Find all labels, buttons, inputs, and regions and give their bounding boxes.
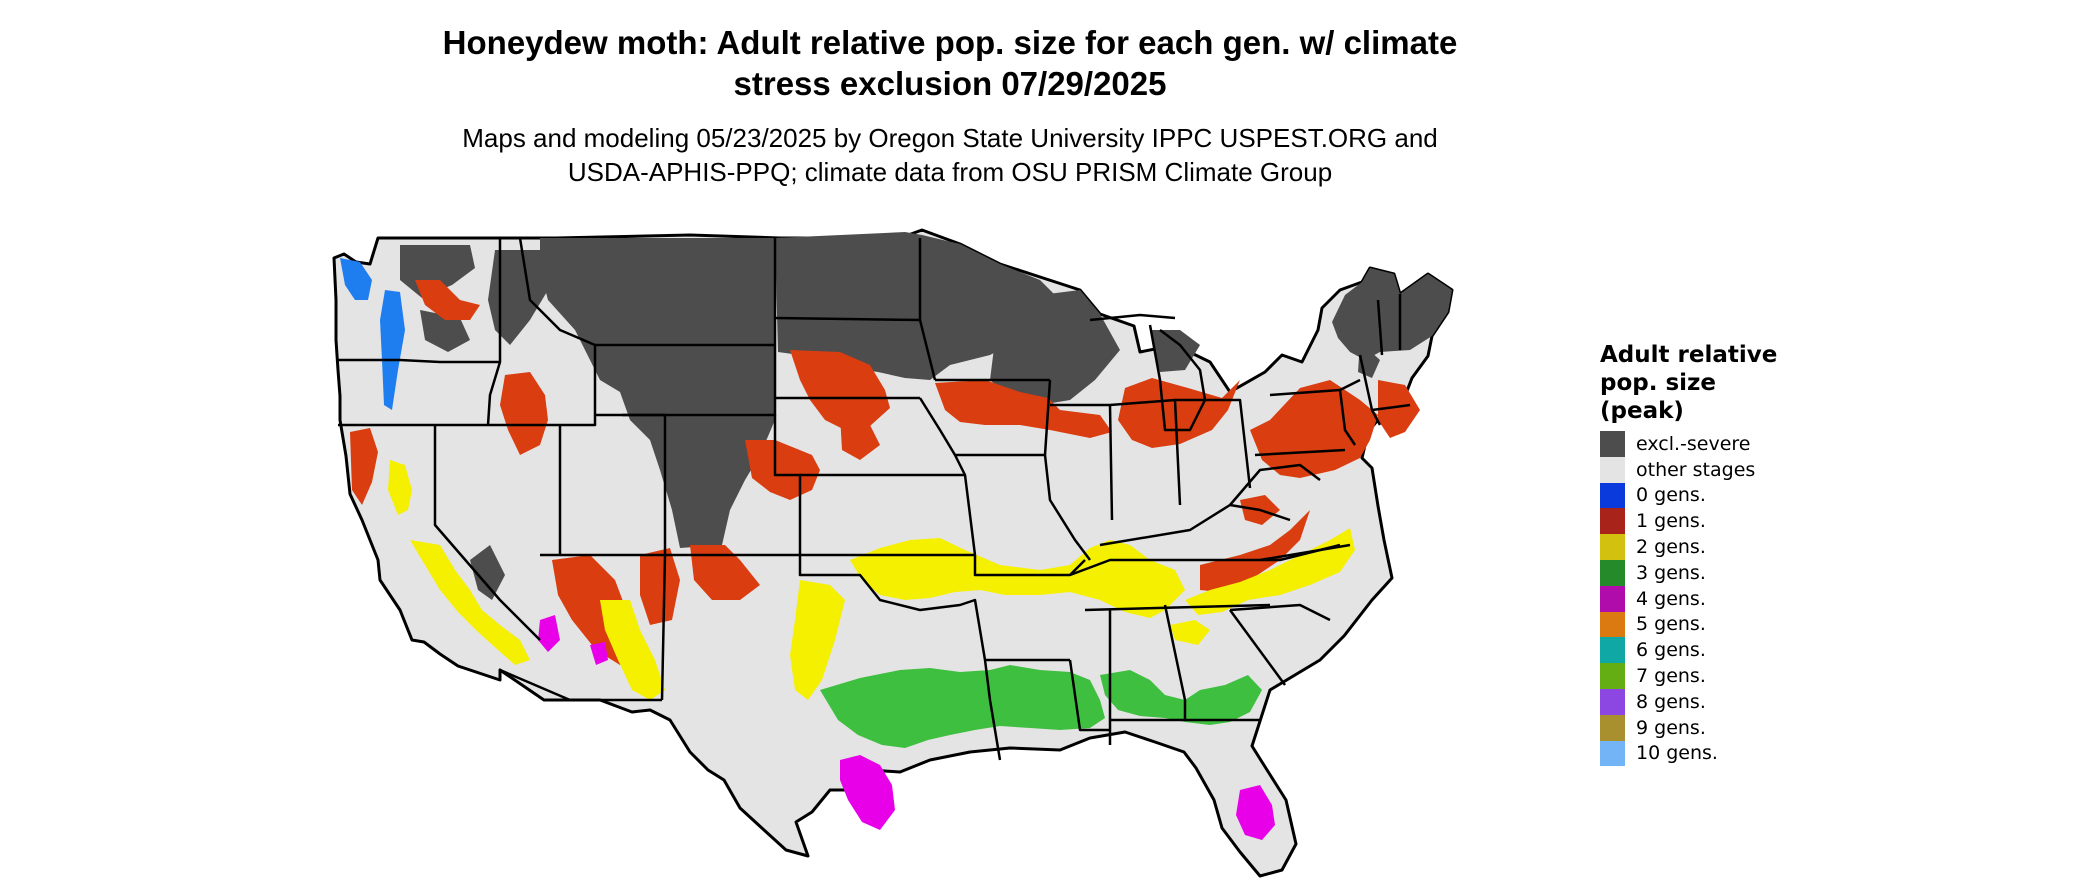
map-subtitle-line-2: USDA-APHIS-PPQ; climate data from OSU PR…: [567, 157, 1333, 187]
legend-items: excl.-severe other stages 0 gens. 1 gens…: [1600, 431, 1840, 767]
legend-label: 10 gens.: [1636, 742, 1718, 765]
legend-swatch: [1600, 482, 1625, 509]
legend-swatch: [1600, 431, 1625, 457]
legend-item: 2 gens.: [1600, 534, 1840, 560]
legend-swatch: [1600, 559, 1625, 586]
legend-item: 10 gens.: [1600, 740, 1840, 767]
gen-3-regions: [820, 665, 1262, 748]
legend-item: 1 gens.: [1600, 508, 1840, 535]
legend-label: 5 gens.: [1636, 613, 1706, 636]
legend-title-line-1: Adult relative: [1600, 342, 1778, 368]
legend-item: 4 gens.: [1600, 585, 1840, 612]
legend-swatch: [1600, 740, 1625, 767]
legend-label: 2 gens.: [1636, 536, 1706, 559]
legend-item: 9 gens.: [1600, 714, 1840, 741]
legend-label: 0 gens.: [1636, 484, 1706, 507]
legend-swatch: [1600, 688, 1625, 715]
legend-title-line-2: pop. size: [1600, 370, 1717, 396]
gen-0-regions: [340, 258, 405, 410]
map-title-line-2: stress exclusion 07/29/2025: [733, 65, 1167, 102]
legend-item: 3 gens.: [1600, 559, 1840, 586]
legend-swatch: [1600, 637, 1625, 664]
gen-4-regions: [538, 615, 1275, 840]
state-borders: [338, 237, 1411, 761]
map-title: Honeydew moth: Adult relative pop. size …: [380, 22, 1520, 104]
legend-swatch: [1600, 585, 1625, 612]
legend-swatch: [1600, 456, 1625, 483]
legend-item: 8 gens.: [1600, 688, 1840, 715]
legend-item: excl.-severe: [1600, 431, 1840, 457]
legend-swatch: [1600, 611, 1625, 638]
legend-item: other stages: [1600, 456, 1840, 483]
legend-label: 4 gens.: [1636, 587, 1706, 610]
excl-severe-regions: [400, 232, 1452, 600]
legend-label: excl.-severe: [1636, 432, 1751, 455]
map-legend: Adult relative pop. size (peak) excl.-se…: [1600, 341, 1840, 767]
gen-2-regions: [388, 460, 1355, 700]
legend-item: 6 gens.: [1600, 637, 1840, 664]
legend-label: 9 gens.: [1636, 716, 1706, 739]
legend-item: 0 gens.: [1600, 482, 1840, 509]
legend-label: 6 gens.: [1636, 639, 1706, 662]
legend-swatch: [1600, 534, 1625, 560]
legend-label: 3 gens.: [1636, 561, 1706, 584]
map-title-line-1: Honeydew moth: Adult relative pop. size …: [442, 24, 1458, 61]
us-map: [332, 228, 1454, 878]
legend-label: 8 gens.: [1636, 690, 1706, 713]
legend-label: 7 gens.: [1636, 665, 1706, 688]
legend-swatch: [1600, 663, 1625, 689]
legend-label: 1 gens.: [1636, 510, 1706, 533]
legend-swatch: [1600, 508, 1625, 535]
legend-title: Adult relative pop. size (peak): [1600, 341, 1840, 425]
legend-title-line-3: (peak): [1600, 398, 1684, 424]
legend-item: 7 gens.: [1600, 663, 1840, 689]
legend-label: other stages: [1636, 458, 1756, 481]
legend-item: 5 gens.: [1600, 611, 1840, 638]
map-subtitle: Maps and modeling 05/23/2025 by Oregon S…: [380, 121, 1520, 189]
legend-swatch: [1600, 714, 1625, 741]
map-subtitle-line-1: Maps and modeling 05/23/2025 by Oregon S…: [462, 123, 1438, 153]
